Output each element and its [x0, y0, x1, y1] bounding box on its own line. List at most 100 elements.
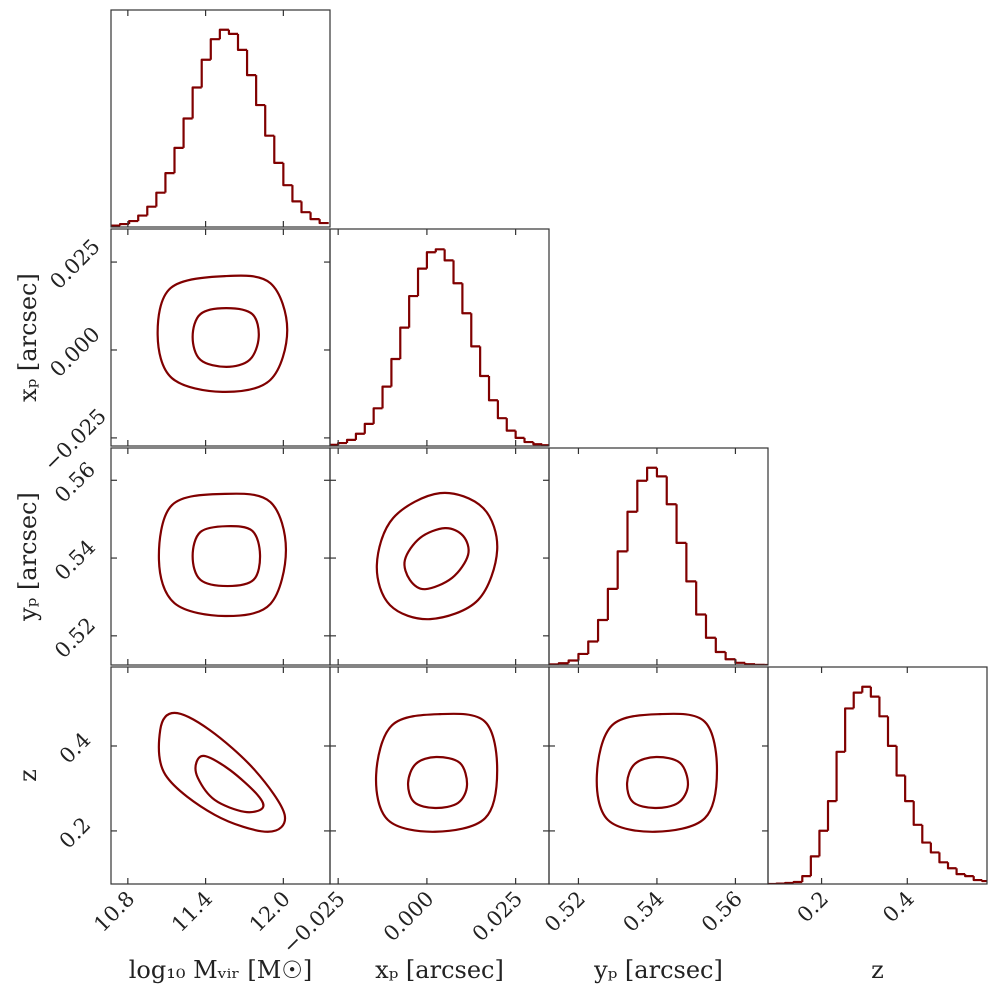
- hist-step: [173, 146, 184, 174]
- hist-step: [567, 659, 579, 664]
- hist-step: [146, 205, 157, 216]
- hist-step: [587, 640, 599, 654]
- hist-step: [209, 38, 220, 60]
- hist-step: [886, 716, 897, 748]
- hist-step: [218, 28, 229, 40]
- hist-step: [577, 652, 589, 661]
- hist-step: [646, 466, 657, 481]
- contour: [595, 712, 719, 833]
- hist-step: [443, 249, 454, 262]
- hist-step: [408, 294, 419, 328]
- contour: [374, 712, 499, 833]
- hist-step: [734, 659, 746, 664]
- hist-step: [354, 432, 365, 440]
- contour: [375, 491, 499, 621]
- hist-step: [416, 267, 427, 297]
- hist-step: [452, 260, 463, 285]
- hist-step: [381, 385, 392, 409]
- hist-step: [128, 219, 139, 225]
- y-tick-label: 0.4: [55, 728, 96, 769]
- hist-step: [309, 212, 320, 221]
- hist-step: [929, 842, 940, 854]
- x-tick-label: 12.0: [245, 887, 295, 937]
- y-tick-label: 0.52: [50, 613, 100, 663]
- hist-step: [182, 117, 193, 148]
- hist-step: [704, 614, 716, 639]
- contour: [625, 755, 690, 810]
- hist-step: [904, 775, 914, 803]
- panel-frame: [329, 666, 550, 885]
- hist-step: [300, 201, 311, 214]
- x-axis-label: xₚ [arcsec]: [375, 956, 504, 984]
- panel-frame: [329, 228, 550, 447]
- hist-step: [541, 444, 549, 446]
- hist-step: [291, 185, 302, 203]
- hist-step: [470, 313, 481, 348]
- panel-frame: [110, 447, 331, 666]
- panel-frame: [548, 447, 769, 666]
- hist-step: [273, 135, 284, 164]
- hist-step: [155, 191, 166, 207]
- hist-step: [869, 686, 880, 698]
- hist-step: [964, 874, 974, 878]
- y-axis-label: z: [14, 769, 42, 782]
- contour: [191, 307, 260, 368]
- hist-step: [792, 880, 803, 884]
- hist-step: [236, 33, 248, 51]
- y-tick-label: 0.000: [45, 322, 104, 381]
- hist-step: [372, 407, 383, 424]
- hist-step: [363, 422, 374, 434]
- hist-step: [809, 855, 820, 877]
- hist-step: [282, 162, 293, 187]
- hist-step: [844, 707, 854, 752]
- hist-step: [200, 58, 211, 88]
- contour: [157, 711, 287, 833]
- hist-step: [557, 662, 569, 665]
- x-tick-label: 0.54: [618, 887, 668, 937]
- hist-step: [137, 214, 148, 222]
- hist-step: [852, 691, 863, 709]
- hist-step: [399, 326, 410, 360]
- hist-step: [191, 86, 202, 119]
- y-tick-label: 0.2: [55, 813, 96, 854]
- hist-step: [425, 251, 436, 269]
- panel-frame: [110, 666, 331, 885]
- x-axis-label: yₚ [arcsec]: [593, 956, 723, 984]
- hist-step: [255, 75, 266, 107]
- hist-step: [801, 875, 811, 883]
- hist-step: [532, 442, 543, 446]
- x-tick-label: 0.52: [540, 887, 590, 937]
- panel-frame: [329, 447, 550, 666]
- hist-step: [695, 581, 706, 616]
- hist-step: [655, 467, 667, 478]
- hist-step: [912, 801, 923, 826]
- hist-step: [390, 357, 401, 387]
- hist-step: [665, 476, 677, 506]
- panel-frame: [110, 9, 331, 228]
- hist-step: [685, 542, 697, 583]
- hist-step: [616, 550, 628, 589]
- hist-step: [675, 504, 687, 544]
- histogram: [330, 248, 549, 446]
- panel-frame: [110, 228, 331, 447]
- contour: [157, 492, 288, 618]
- hist-step: [118, 222, 130, 226]
- contour: [191, 525, 262, 588]
- hist-step: [514, 430, 525, 440]
- x-tick-label: 0.56: [697, 887, 747, 937]
- hist-step: [606, 587, 618, 621]
- y-axis-label: yₚ [arcsec]: [14, 492, 42, 622]
- hist-step: [461, 283, 472, 315]
- hist-step: [496, 400, 507, 420]
- hist-step: [487, 375, 498, 402]
- hist-step: [337, 441, 348, 445]
- contour: [194, 754, 265, 814]
- contour-panel: [595, 712, 719, 833]
- hist-step: [345, 438, 356, 444]
- x-tick-label: 10.8: [89, 887, 139, 937]
- hist-step: [946, 862, 957, 870]
- hist-step: [878, 696, 888, 718]
- contour-panel: [375, 491, 499, 621]
- contour: [403, 527, 470, 591]
